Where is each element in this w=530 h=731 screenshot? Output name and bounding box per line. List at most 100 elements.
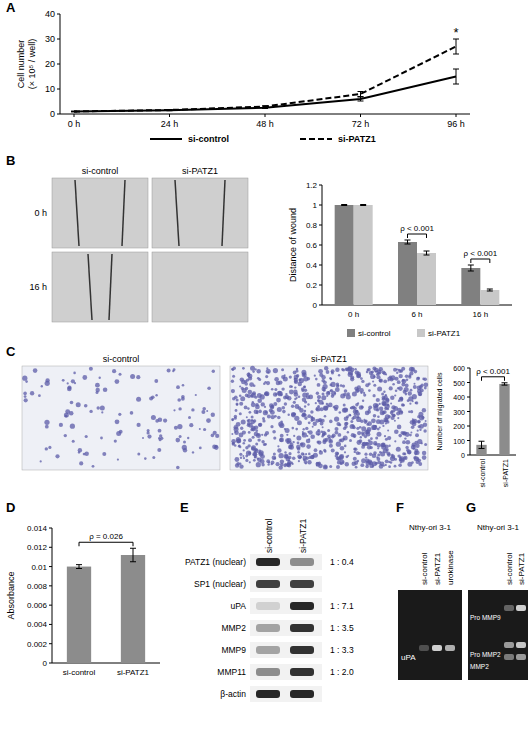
cell-dot [142,437,144,439]
error-cap [167,110,173,111]
error-cap [502,385,508,386]
cell-dot [265,431,269,435]
annotation: ρ = 0.026 [89,532,123,541]
cell-dot [245,446,248,449]
cell-dot [323,389,326,392]
cell-dot [294,392,299,397]
cell-dot [351,374,353,376]
cell-dot [352,392,357,397]
cell-dot [271,461,275,465]
micrograph [52,252,148,322]
cell-dot [231,380,234,383]
cell-dot [271,388,274,391]
error-cap [360,204,366,205]
cell-dot [331,372,334,375]
error-bar [426,251,427,255]
y-tick-label: 300 [453,409,465,416]
legend-label: si-PATZ1 [338,134,376,144]
cell-dot [424,387,427,390]
cell-dot [286,434,288,436]
significance-bracket [482,377,505,381]
x-tick-label: 6 h [411,310,422,319]
cell-dot [380,452,385,457]
error-cap [502,382,508,383]
x-tick-label: 72 h [352,119,370,129]
cell-dot [410,389,413,392]
x-tick-label: 0 h [68,119,81,129]
cell-dot [323,384,328,389]
cell-dot [231,433,233,435]
cell-dot [398,369,402,373]
micrograph [22,366,220,470]
series-line [74,47,456,112]
cell-dot [342,369,345,372]
cell-dot [356,427,359,430]
cell-dot [331,435,335,439]
error-cap [341,205,347,206]
ratio-label: 1 : 7.1 [330,601,354,611]
row-label: MMP9 [221,645,246,655]
plot-area [67,548,145,663]
cell-dot [264,381,266,383]
cell-dot [304,416,308,420]
cell-dot [360,436,362,438]
y-tick [57,64,60,65]
cell-dot [136,397,141,402]
cell-dot [247,407,250,410]
cell-dot [305,427,308,430]
cell-dot [256,410,258,412]
panel-label: E [180,500,189,515]
cell-dot [317,441,321,445]
y-tick [49,605,52,606]
cell-dot [189,423,193,427]
cell-dot [38,394,41,397]
significance-bracket [471,259,490,263]
cell-dot [234,444,237,447]
cell-dot [318,418,322,422]
cell-dot [177,398,181,402]
error-cap [453,84,459,85]
cell-dot [255,443,258,446]
blot-band [256,690,280,698]
cell-dot [413,385,417,389]
y-tick-label: 600 [453,365,465,372]
lane-label: urokinase [446,550,455,585]
y-tick-label: 0 [313,301,318,310]
band-label: uPA [401,653,416,662]
ratio-label: 1 : 3.3 [330,645,354,655]
cell-dot [253,452,257,456]
cell-dot [311,419,314,422]
cell-dot [348,366,353,371]
cell-dot [266,367,268,369]
cell-dot [345,462,349,466]
cell-dot [314,448,318,452]
x-tick-label: si-control [479,459,486,488]
cell-dot [154,379,158,383]
cell-dot [298,382,302,386]
cell-dot [67,382,69,384]
blot-band [290,580,314,588]
cell-dot [379,407,383,411]
cell-dot [399,456,404,461]
cell-dot [368,383,371,386]
wound-edge [122,180,125,246]
cell-dot [266,459,270,463]
error-cap [424,255,430,256]
cell-dot [157,448,161,452]
cell-dot [236,404,238,406]
cell-dot [387,379,389,381]
cell-dot [371,418,376,423]
cell-dot [177,424,182,429]
y-axis-label-line: Cell number [16,40,26,89]
cell-dot [130,374,135,379]
cell-dot [387,404,390,407]
cell-dot [281,368,284,371]
cell-dot [360,377,363,380]
y-tick-label: 1.2 [306,181,318,190]
cell-dot [294,398,296,400]
blot-band [256,602,280,610]
cell-dot [331,394,335,398]
bar [499,384,509,455]
cell-dot [306,444,311,449]
cell-dot [363,419,365,421]
